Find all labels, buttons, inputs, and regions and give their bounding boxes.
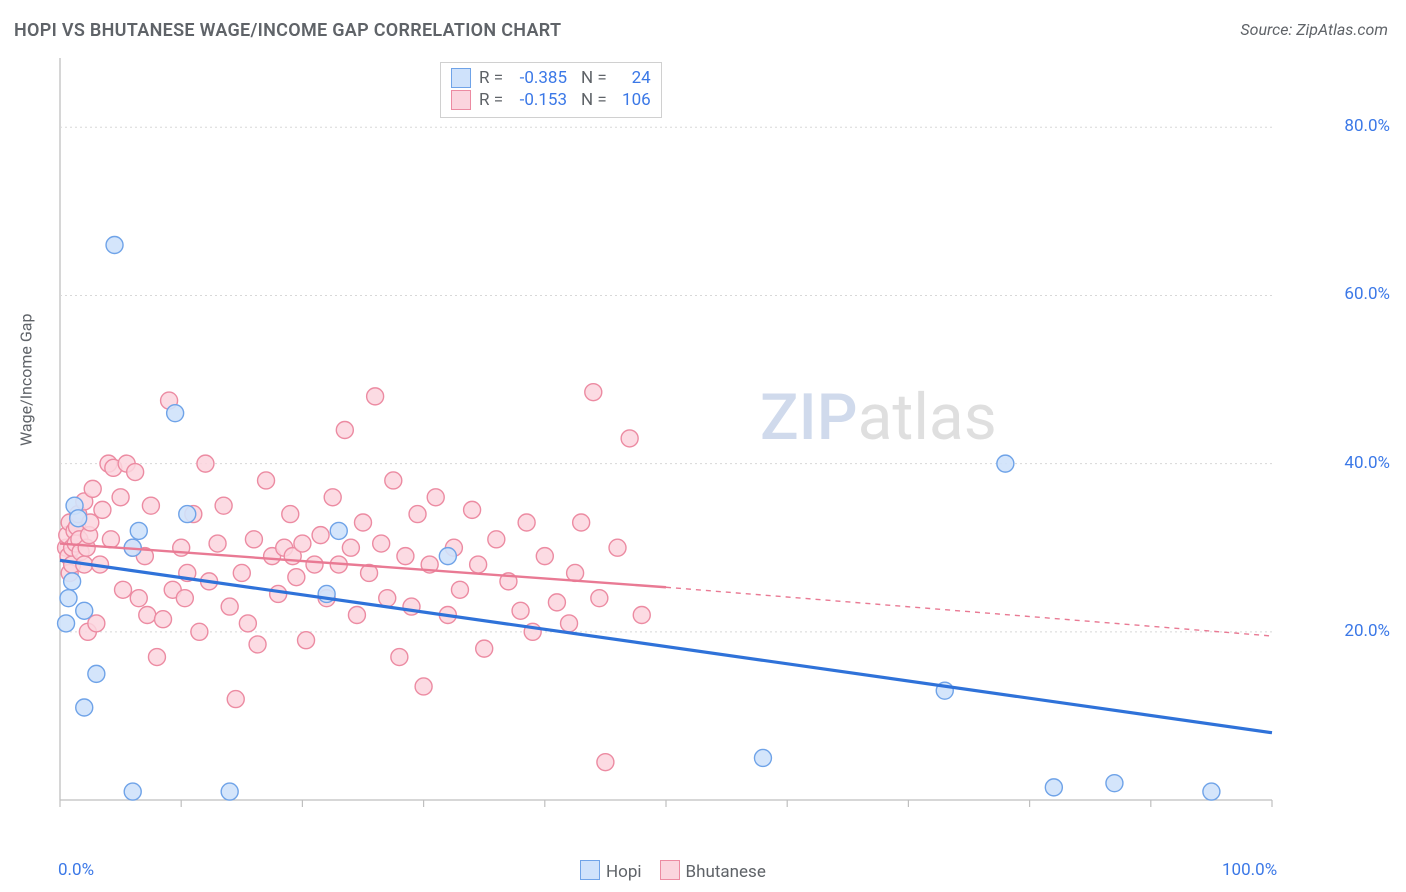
y-axis-label: Wage/Income Gap [17, 314, 36, 446]
legend-n-label: N = [581, 89, 607, 111]
y-tick-label: 40.0% [1344, 453, 1390, 473]
source-attribution: Source: ZipAtlas.com [1240, 20, 1388, 39]
series-legend: Hopi Bhutanese [580, 860, 766, 882]
legend-swatch [451, 68, 471, 88]
x-tick-label: 0.0% [58, 860, 94, 880]
y-tick-label: 20.0% [1344, 621, 1390, 641]
legend-row: R = -0.385 N = 24 [451, 67, 651, 89]
legend-n-value: 24 [615, 67, 651, 89]
series-label: Bhutanese [686, 862, 766, 882]
series-legend-item: Bhutanese [660, 860, 766, 882]
legend-r-value: -0.153 [511, 89, 567, 111]
y-tick-label: 80.0% [1344, 116, 1390, 136]
legend-r-label: R = [479, 89, 503, 111]
legend-n-value: 106 [615, 89, 651, 111]
legend-swatch [580, 860, 600, 880]
scatter-plot [56, 50, 1336, 830]
series-legend-item: Hopi [580, 860, 642, 882]
series-label: Hopi [606, 862, 642, 882]
correlation-legend: R = -0.385 N = 24 R = -0.153 N = 106 [440, 62, 662, 118]
chart-title: HOPI VS BHUTANESE WAGE/INCOME GAP CORREL… [14, 20, 561, 41]
legend-r-label: R = [479, 67, 503, 89]
legend-swatch [660, 860, 680, 880]
y-tick-label: 60.0% [1344, 284, 1390, 304]
legend-swatch [451, 90, 471, 110]
legend-r-value: -0.385 [511, 67, 567, 89]
legend-n-label: N = [581, 67, 607, 89]
x-tick-label: 100.0% [1222, 860, 1277, 880]
legend-row: R = -0.153 N = 106 [451, 89, 651, 111]
